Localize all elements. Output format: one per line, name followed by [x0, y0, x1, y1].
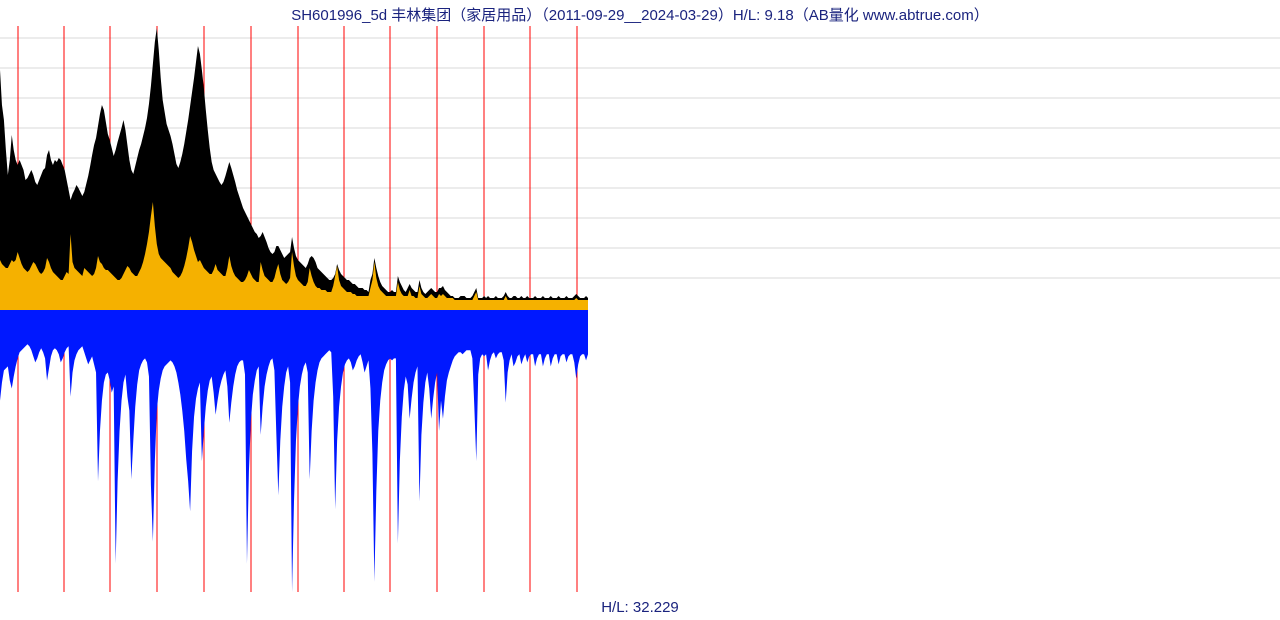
- chart-title: SH601996_5d 丰林集团（家居用品）（2011-09-29__2024-…: [0, 4, 1280, 25]
- chart-footer: H/L: 32.229: [0, 599, 1280, 616]
- stock-chart-container: SH601996_5d 丰林集团（家居用品）（2011-09-29__2024-…: [0, 0, 1280, 620]
- chart-plot-svg: [0, 26, 1280, 592]
